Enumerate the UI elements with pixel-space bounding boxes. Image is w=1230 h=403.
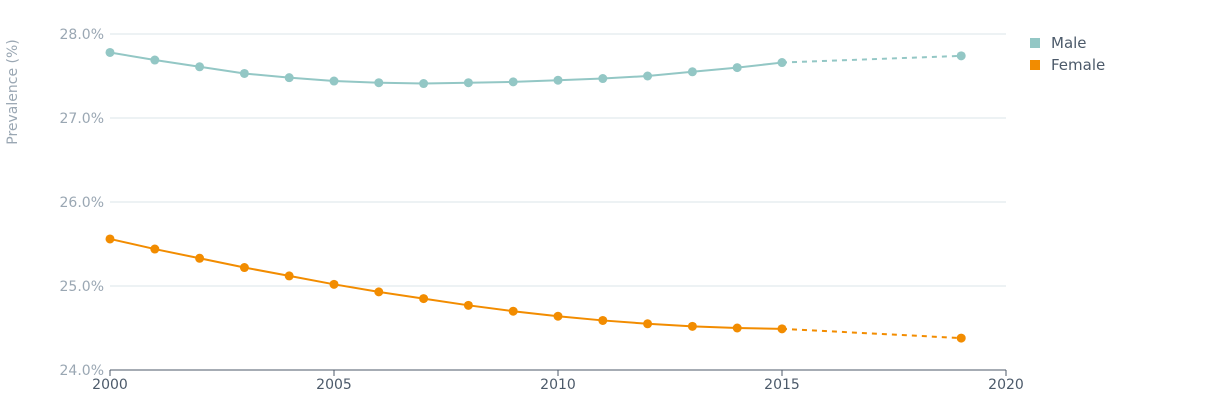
data-point-female [956,333,966,343]
data-point-male [777,58,787,68]
data-point-male [374,78,384,88]
legend-label-female: Female [1051,56,1105,74]
y-axis-label: Prevalence (%) [5,39,21,145]
series-group [105,47,966,343]
data-point-female [553,311,563,321]
y-tick-label: 28.0% [60,27,104,43]
x-tick-label: 2020 [988,377,1024,393]
series-female [105,234,966,343]
gridlines [110,33,1006,287]
data-point-female [284,271,294,281]
data-point-male [419,79,429,89]
series-line-male [109,51,783,85]
legend-swatch-male [1030,38,1040,48]
data-point-female [777,324,787,334]
data-point-male [643,71,653,81]
series-line-female [109,237,783,330]
data-point-female [687,321,697,331]
data-point-female [239,263,249,273]
series-male [105,47,966,89]
series-projection-male [781,54,962,64]
data-point-male [956,51,966,61]
data-point-female [463,300,473,310]
data-point-male [105,47,115,57]
data-point-male [329,76,339,86]
data-point-female [508,306,518,316]
data-point-male [150,55,160,65]
data-point-male [732,63,742,73]
data-point-female [598,315,608,325]
x-tick-label: 2000 [92,377,128,393]
y-tick-label: 27.0% [60,111,104,127]
x-tick-label: 2015 [764,377,800,393]
x-axis-ticks: 2000 2005 2010 2015 2020 [92,370,1024,393]
y-tick-label: 26.0% [60,195,104,211]
y-tick-label: 24.0% [60,363,104,379]
x-tick-label: 2005 [316,377,352,393]
data-point-female [105,234,115,244]
data-point-female [374,287,384,297]
data-point-male [195,62,205,72]
data-point-female [643,319,653,329]
legend-label-male: Male [1051,34,1087,52]
data-point-male [463,78,473,88]
y-axis-ticks: 24.0% 25.0% 26.0% 27.0% 28.0% [60,27,104,379]
data-point-male [508,77,518,87]
data-point-male [687,67,697,77]
data-point-female [195,253,205,263]
data-point-male [598,74,608,84]
legend-swatch-female [1030,60,1040,70]
data-point-female [732,323,742,333]
series-projection-female [781,327,962,340]
data-point-male [284,73,294,83]
legend: Male Female [1030,34,1105,74]
data-point-male [239,68,249,78]
data-point-female [329,279,339,289]
y-tick-label: 25.0% [60,279,104,295]
data-point-female [419,294,429,304]
x-tick-label: 2010 [540,377,576,393]
data-point-female [150,244,160,254]
data-point-male [553,75,563,85]
